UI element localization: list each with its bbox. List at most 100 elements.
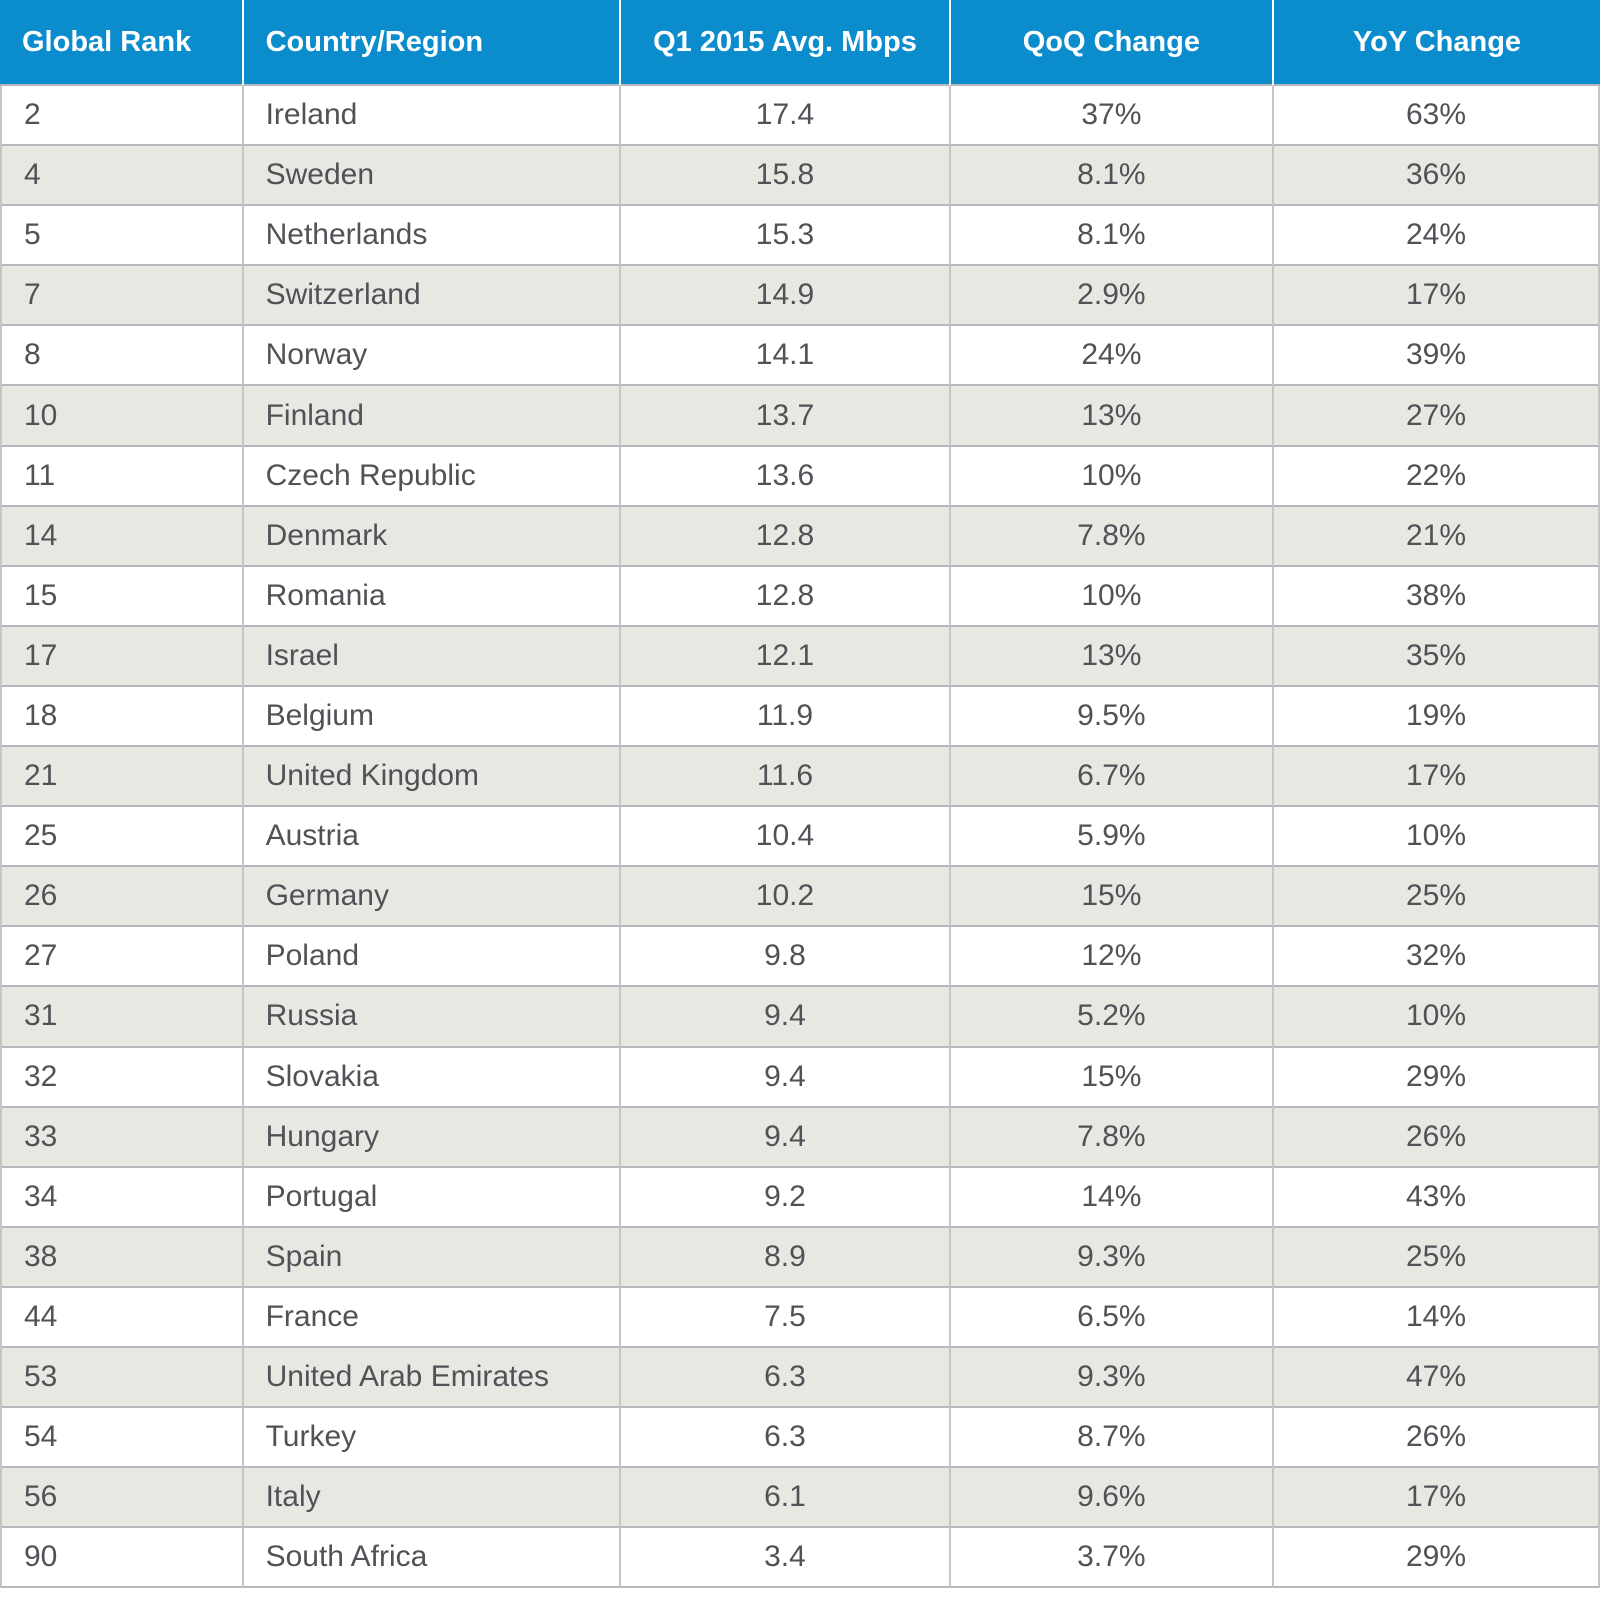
cell-qoq-change: 8.7%	[948, 1408, 1272, 1469]
cell-avg-mbps: 6.1	[619, 1468, 949, 1529]
table-row: 56 Italy 6.1 9.6% 17%	[0, 1468, 1600, 1529]
cell-avg-mbps: 8.9	[619, 1227, 949, 1288]
cell-global-rank: 53	[0, 1347, 242, 1409]
cell-yoy-change: 24%	[1271, 206, 1600, 267]
cell-yoy-change: 29%	[1271, 1528, 1600, 1589]
cell-global-rank: 4	[0, 146, 242, 207]
cell-avg-mbps: 13.7	[619, 386, 949, 447]
table-row: 53 United Arab Emirates 6.3 9.3% 47%	[0, 1347, 1600, 1409]
table-row: 33 Hungary 9.4 7.8% 26%	[0, 1107, 1600, 1168]
cell-global-rank: 25	[0, 807, 242, 868]
cell-qoq-change: 14%	[948, 1167, 1272, 1228]
cell-qoq-change: 2.9%	[948, 266, 1272, 327]
cell-global-rank: 15	[0, 566, 242, 627]
cell-avg-mbps: 9.4	[619, 1107, 949, 1168]
cell-country-region: Germany	[241, 867, 620, 928]
cell-avg-mbps: 13.6	[619, 446, 949, 507]
table-row: 25 Austria 10.4 5.9% 10%	[0, 807, 1600, 868]
column-header-country-region: Country/Region	[241, 0, 620, 86]
cell-global-rank: 90	[0, 1528, 242, 1589]
cell-qoq-change: 9.3%	[948, 1347, 1272, 1409]
cell-country-region: Finland	[241, 386, 620, 447]
cell-global-rank: 11	[0, 446, 242, 507]
cell-avg-mbps: 11.9	[619, 686, 949, 748]
cell-yoy-change: 22%	[1271, 446, 1600, 507]
table-row: 27 Poland 9.8 12% 32%	[0, 927, 1600, 988]
cell-yoy-change: 17%	[1271, 747, 1600, 808]
cell-country-region: Italy	[241, 1468, 620, 1529]
table-row: 4 Sweden 15.8 8.1% 36%	[0, 146, 1600, 207]
cell-global-rank: 33	[0, 1107, 242, 1168]
cell-yoy-change: 35%	[1271, 626, 1600, 687]
cell-yoy-change: 27%	[1271, 386, 1600, 447]
cell-qoq-change: 15%	[948, 867, 1272, 928]
cell-yoy-change: 25%	[1271, 867, 1600, 928]
table-row: 17 Israel 12.1 13% 35%	[0, 626, 1600, 687]
cell-qoq-change: 24%	[948, 326, 1272, 387]
table-row: 14 Denmark 12.8 7.8% 21%	[0, 506, 1600, 567]
cell-country-region: Belgium	[241, 686, 620, 748]
cell-qoq-change: 10%	[948, 566, 1272, 627]
table-row: 31 Russia 9.4 5.2% 10%	[0, 987, 1600, 1048]
column-header-qoq-change: QoQ Change	[948, 0, 1272, 86]
table-row: 2 Ireland 17.4 37% 63%	[0, 86, 1600, 147]
cell-global-rank: 34	[0, 1167, 242, 1228]
cell-country-region: Sweden	[241, 146, 620, 207]
cell-qoq-change: 9.3%	[948, 1227, 1272, 1288]
cell-global-rank: 10	[0, 386, 242, 447]
cell-country-region: Israel	[241, 626, 620, 687]
cell-yoy-change: 21%	[1271, 506, 1600, 567]
table-row: 44 France 7.5 6.5% 14%	[0, 1287, 1600, 1348]
cell-global-rank: 32	[0, 1047, 242, 1108]
cell-yoy-change: 14%	[1271, 1287, 1600, 1348]
cell-country-region: Romania	[241, 566, 620, 627]
cell-yoy-change: 47%	[1271, 1347, 1600, 1409]
cell-qoq-change: 5.2%	[948, 987, 1272, 1048]
cell-avg-mbps: 9.2	[619, 1167, 949, 1228]
column-header-global-rank: Global Rank	[0, 0, 242, 86]
cell-country-region: Ireland	[241, 86, 620, 147]
cell-avg-mbps: 9.4	[619, 987, 949, 1048]
cell-global-rank: 26	[0, 867, 242, 928]
cell-qoq-change: 13%	[948, 386, 1272, 447]
cell-qoq-change: 8.1%	[948, 206, 1272, 267]
cell-avg-mbps: 12.8	[619, 506, 949, 567]
column-header-avg-mbps: Q1 2015 Avg. Mbps	[619, 0, 949, 86]
cell-global-rank: 54	[0, 1408, 242, 1469]
cell-global-rank: 27	[0, 927, 242, 988]
cell-country-region: Netherlands	[241, 206, 620, 267]
cell-country-region: Poland	[241, 927, 620, 988]
cell-qoq-change: 9.6%	[948, 1468, 1272, 1529]
table-header: Global Rank Country/Region Q1 2015 Avg. …	[0, 0, 1600, 86]
cell-country-region: United Kingdom	[241, 747, 620, 808]
cell-avg-mbps: 11.6	[619, 747, 949, 808]
cell-avg-mbps: 7.5	[619, 1287, 949, 1348]
table-row: 90 South Africa 3.4 3.7% 29%	[0, 1528, 1600, 1589]
cell-avg-mbps: 15.8	[619, 146, 949, 207]
cell-global-rank: 56	[0, 1468, 242, 1529]
cell-avg-mbps: 14.1	[619, 326, 949, 387]
cell-avg-mbps: 6.3	[619, 1408, 949, 1469]
cell-avg-mbps: 12.1	[619, 626, 949, 687]
cell-avg-mbps: 17.4	[619, 86, 949, 147]
column-header-yoy-change: YoY Change	[1271, 0, 1600, 86]
cell-yoy-change: 38%	[1271, 566, 1600, 627]
cell-country-region: Spain	[241, 1227, 620, 1288]
cell-yoy-change: 25%	[1271, 1227, 1600, 1288]
table-row: 8 Norway 14.1 24% 39%	[0, 326, 1600, 387]
table-row: 34 Portugal 9.2 14% 43%	[0, 1167, 1600, 1228]
cell-country-region: Switzerland	[241, 266, 620, 327]
cell-yoy-change: 17%	[1271, 266, 1600, 327]
cell-qoq-change: 13%	[948, 626, 1272, 687]
cell-avg-mbps: 10.2	[619, 867, 949, 928]
cell-avg-mbps: 9.8	[619, 927, 949, 988]
cell-global-rank: 21	[0, 747, 242, 808]
cell-country-region: Portugal	[241, 1167, 620, 1228]
table-row: 18 Belgium 11.9 9.5% 19%	[0, 686, 1600, 748]
cell-global-rank: 44	[0, 1287, 242, 1348]
cell-avg-mbps: 10.4	[619, 807, 949, 868]
cell-avg-mbps: 6.3	[619, 1347, 949, 1409]
cell-global-rank: 14	[0, 506, 242, 567]
table-row: 21 United Kingdom 11.6 6.7% 17%	[0, 747, 1600, 808]
table-row: 15 Romania 12.8 10% 38%	[0, 566, 1600, 627]
